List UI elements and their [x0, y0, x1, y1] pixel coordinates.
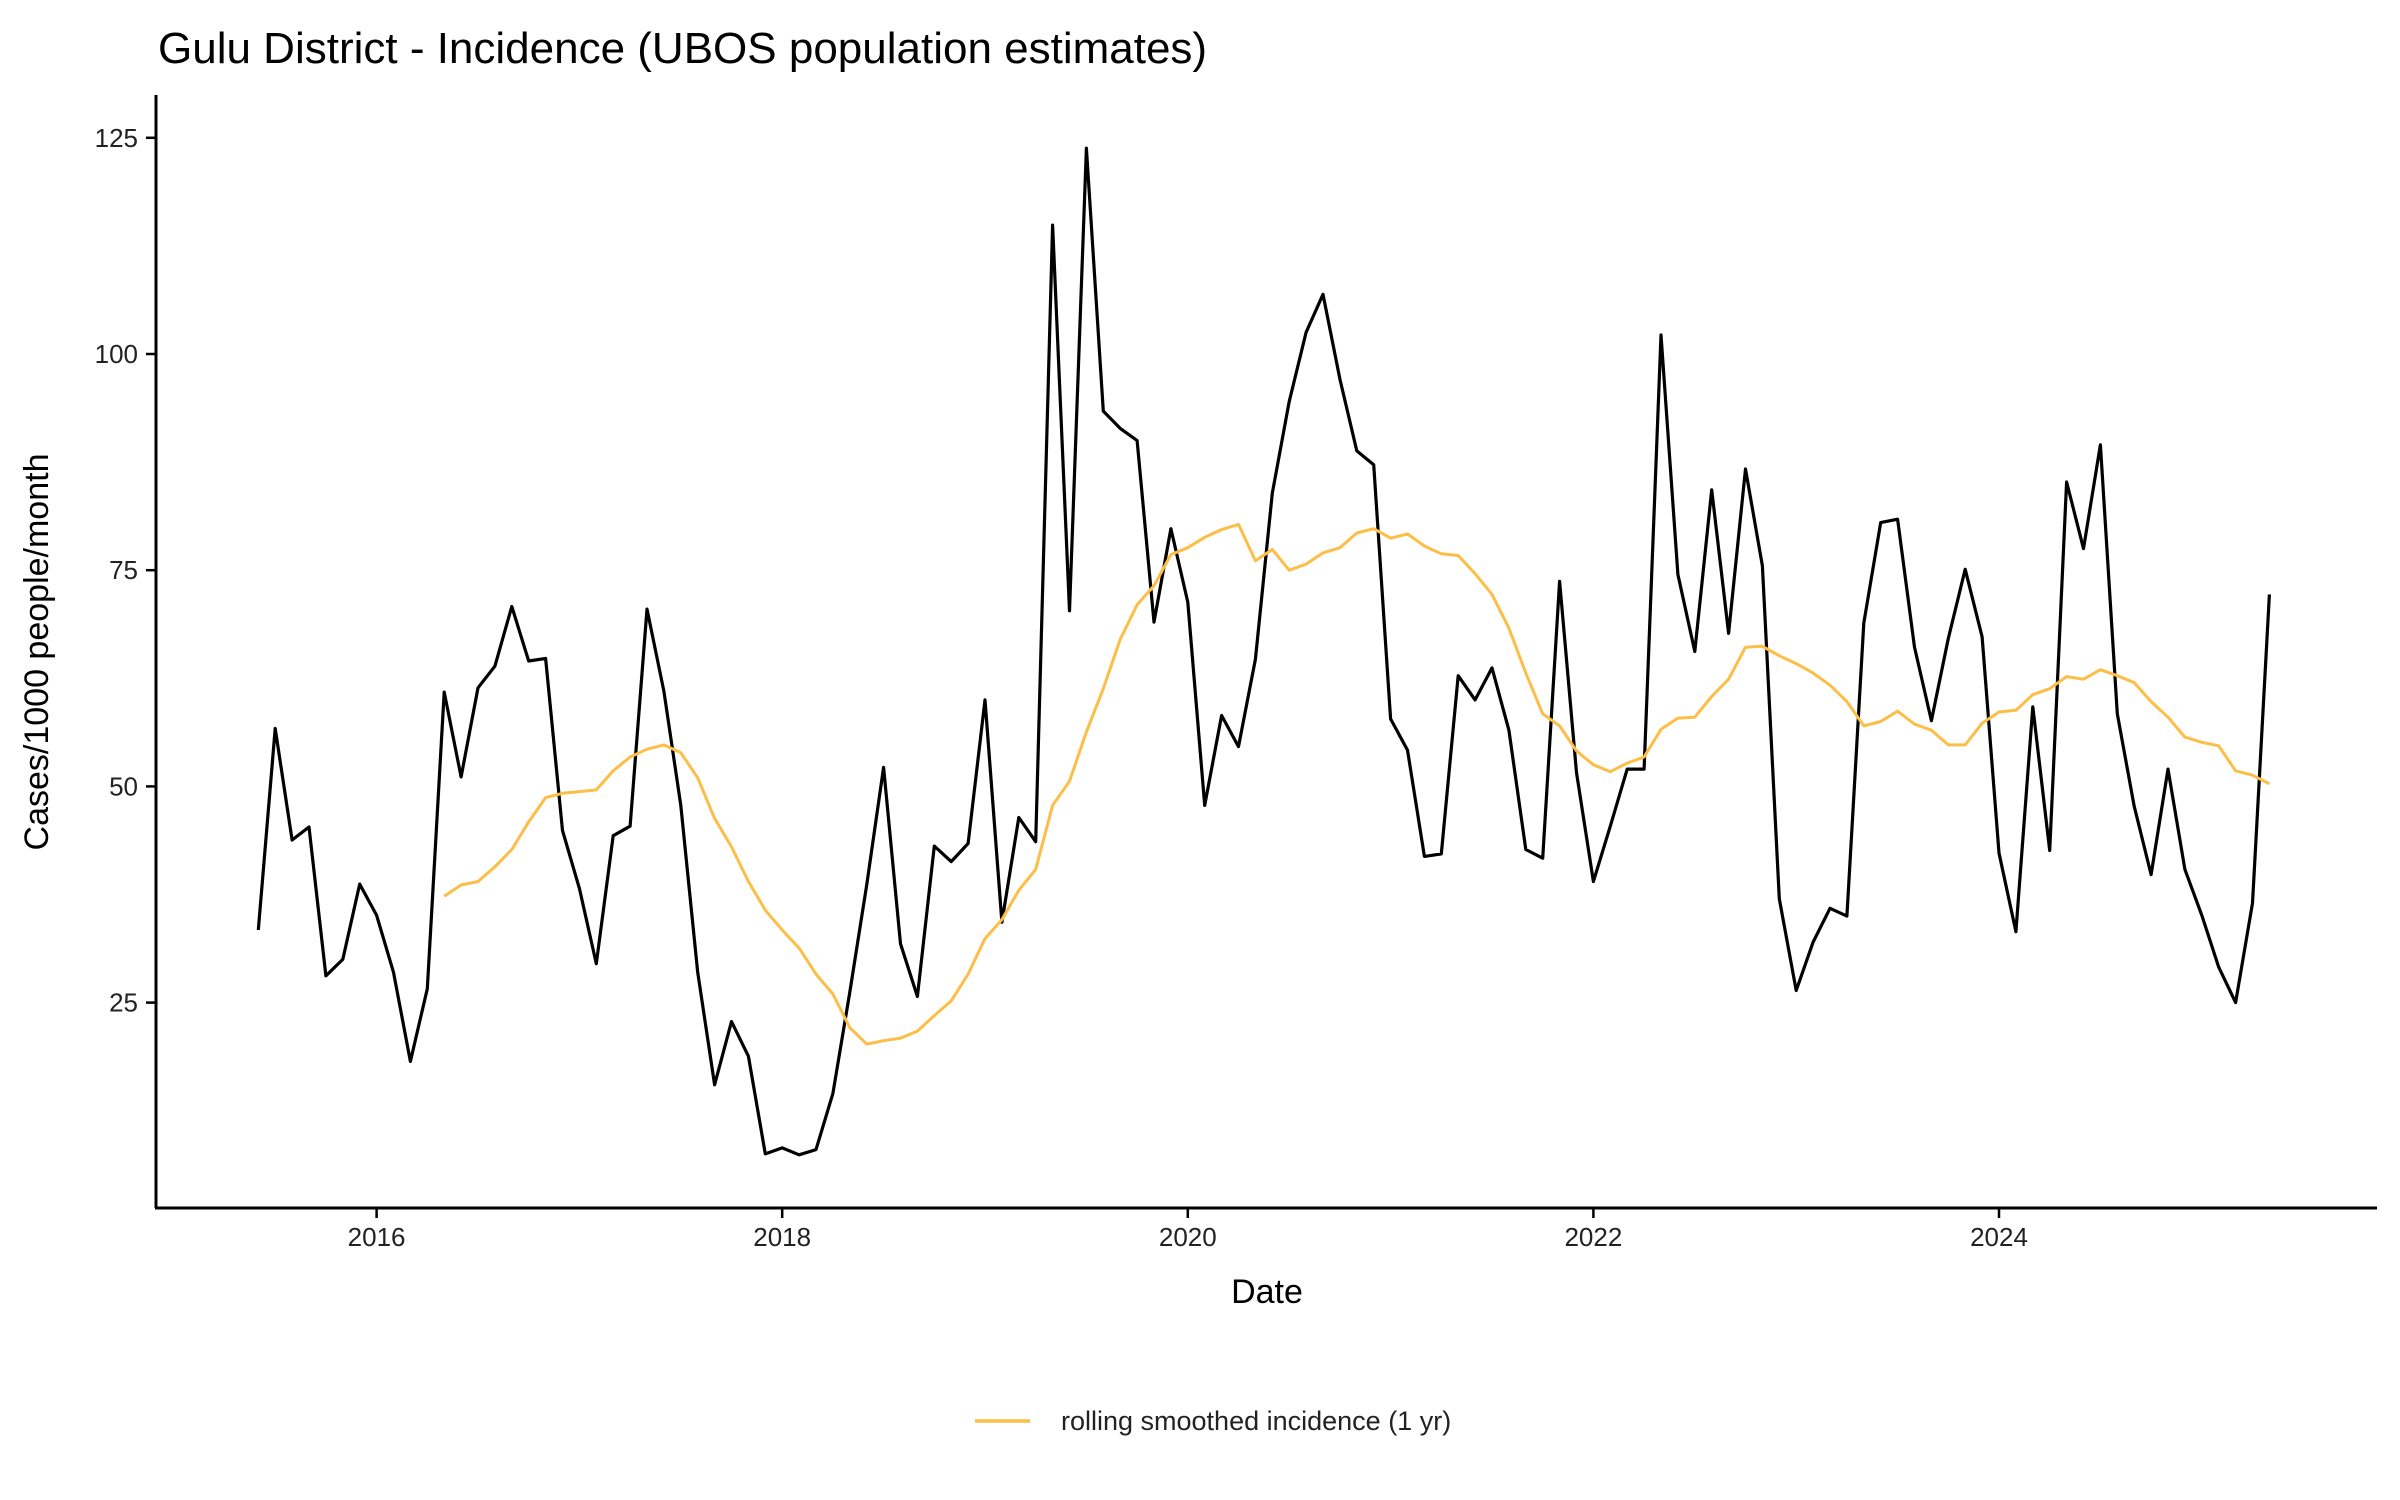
- series-layer: [256, 146, 2271, 1157]
- legend-label-smoothed: rolling smoothed incidence (1 yr): [1061, 1406, 1451, 1436]
- incidence-line: [256, 146, 2271, 1157]
- x-tick-label: 2016: [348, 1222, 406, 1252]
- x-axis-label: Date: [1231, 1273, 1303, 1311]
- series-incidence: [256, 146, 2271, 1157]
- y-tick-label: 125: [95, 123, 138, 153]
- y-axis: 25 50 75 100 125: [95, 95, 158, 1208]
- y-axis-label: Cases/1000 people/month: [18, 454, 56, 851]
- y-tick-label: 50: [109, 771, 138, 801]
- y-tick-label: 75: [109, 555, 138, 585]
- series-rolling-smoothed: [443, 522, 2271, 1046]
- x-tick-label: 2020: [1159, 1222, 1217, 1252]
- x-tick-label: 2022: [1564, 1222, 1622, 1252]
- legend: rolling smoothed incidence (1 yr): [975, 1406, 1451, 1436]
- chart-title: Gulu District - Incidence (UBOS populati…: [158, 24, 1207, 73]
- y-tick-label: 25: [109, 988, 138, 1018]
- smoothed-incidence-line: [443, 522, 2271, 1046]
- y-tick-label: 100: [95, 339, 138, 369]
- x-tick-label: 2018: [753, 1222, 811, 1252]
- x-tick-label: 2024: [1970, 1222, 2028, 1252]
- x-axis: 2016 2018 2020 2022 2024: [155, 1206, 2377, 1252]
